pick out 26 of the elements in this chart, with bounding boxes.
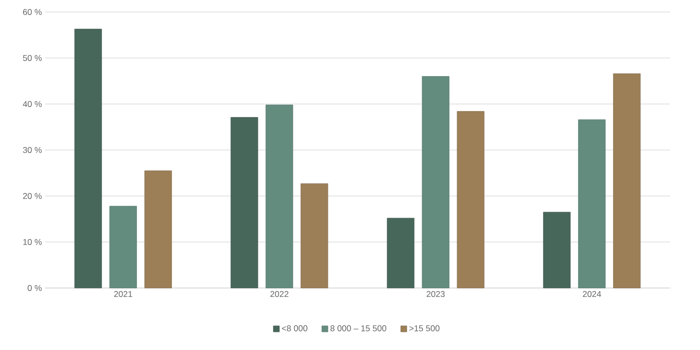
y-tick-label: 20 % xyxy=(23,193,42,199)
y-tick-label: 40 % xyxy=(22,101,42,107)
bar xyxy=(230,117,258,288)
legend-label: <8 000 xyxy=(282,325,308,332)
bar xyxy=(456,111,484,288)
bar xyxy=(578,119,606,288)
y-tick-label: 50 % xyxy=(23,55,42,61)
x-tick-label: 2024 xyxy=(582,291,602,298)
bar xyxy=(300,183,328,288)
y-tick-label: 60 % xyxy=(23,9,42,15)
x-tick-label: 2021 xyxy=(114,291,132,298)
x-tick-label: 2023 xyxy=(426,291,445,298)
bar xyxy=(144,170,172,288)
y-tick-label: 10 % xyxy=(23,239,42,245)
legend-label: 8 000 – 15 500 xyxy=(330,325,386,332)
legend-label: >15 500 xyxy=(409,325,440,332)
y-tick-label: 30 % xyxy=(23,147,42,153)
bar xyxy=(543,212,571,288)
bar xyxy=(266,104,294,288)
y-tick-label: 0 % xyxy=(28,285,42,291)
bar xyxy=(74,28,102,288)
bar xyxy=(386,218,414,288)
x-tick-label: 2022 xyxy=(270,291,288,298)
bar xyxy=(109,206,137,288)
bar xyxy=(613,73,641,288)
bar xyxy=(422,76,450,288)
